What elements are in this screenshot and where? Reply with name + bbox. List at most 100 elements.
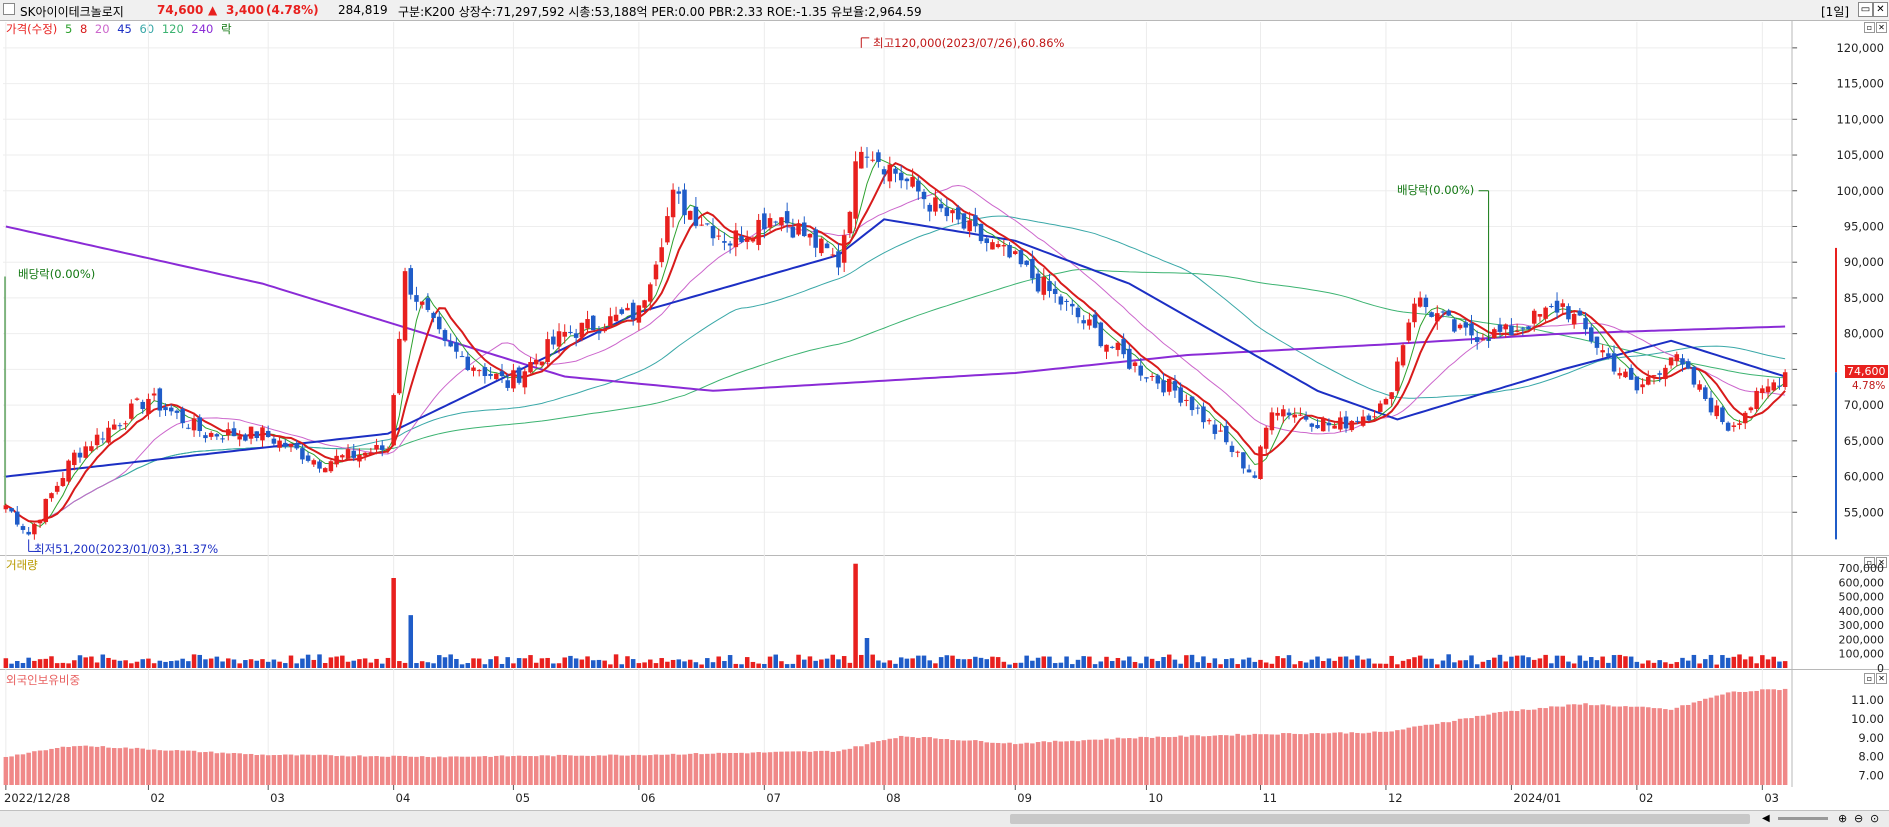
volume-pane-close-icon[interactable]: ✕ [1876,557,1887,568]
candle [990,242,995,250]
foreign-bar [898,735,904,785]
current-price-tag: 74,600 [1845,365,1888,378]
candle [1395,361,1400,391]
foreign-bar [1332,732,1337,785]
volume-pane-restore-icon[interactable]: ▫ [1864,557,1875,568]
candle [1252,475,1258,478]
high-annotation: 최고120,000(2023/07/26),60.86% [873,36,1065,50]
zoom-out-icon[interactable]: ⊖ [1854,812,1864,825]
candle [1058,296,1064,305]
zoom-slider[interactable] [1778,817,1828,820]
volume-bar [1201,656,1206,668]
volume-bar [1617,654,1623,668]
volume-bar [716,656,721,668]
foreign-bar [425,756,431,785]
x-tick-label: 08 [886,791,901,805]
foreign-bar [448,756,453,785]
volume-bar [1486,659,1491,668]
volume-bar [648,659,653,668]
y-tick-label: 105,000 [1836,148,1884,162]
volume-bar [1474,664,1480,668]
foreign-bar [990,742,995,785]
price-pane-restore-icon[interactable]: ▫ [1864,22,1875,33]
close-icon[interactable]: ✕ [1873,2,1888,17]
price-pane [0,20,1889,555]
foreign-pane-close-icon[interactable]: ✕ [1876,673,1887,684]
candle [197,417,203,432]
foreign-bar [237,753,242,785]
volume-bar [414,663,419,668]
foreign-bar [665,754,670,785]
foreign-bar [562,754,567,785]
candle [642,300,647,308]
zoom-in-icon[interactable]: ⊕ [1838,812,1848,825]
volume-bar [568,655,573,668]
price-pane-close-icon[interactable]: ✕ [1876,22,1887,33]
volume-bar [243,660,248,668]
ma8-line [5,162,1786,523]
candle [374,444,379,450]
candle [1383,398,1389,405]
candle [1571,313,1577,325]
x-tick-label: 05 [515,791,530,805]
candle [944,207,950,217]
horizontal-scrollbar[interactable] [1010,814,1750,824]
candle [676,191,682,194]
candle [1218,430,1223,432]
volume-bar [368,662,374,668]
candle [1320,418,1326,432]
volume-bar [1560,655,1565,668]
foreign-bar [37,750,43,785]
volume-bar [328,657,334,668]
foreign-bar [1366,732,1372,785]
candle [488,373,493,376]
candle [938,204,944,209]
foreign-bar [254,755,260,785]
volume-bar [511,663,516,668]
candle [659,247,664,263]
ma20-line [5,184,1786,523]
window-menu-icon[interactable] [3,3,15,15]
volume-bar [1457,660,1463,668]
candle [1503,324,1508,330]
minimize-icon[interactable]: ▭ [1858,2,1873,17]
volume-bar [796,654,801,668]
volume-bar [425,662,431,668]
candle [1446,310,1451,316]
up-arrow-icon: ▲ [208,3,218,17]
foreign-bar [163,750,168,785]
candle [1332,425,1337,429]
candle [100,438,106,440]
candle [739,235,744,243]
foreign-bar [602,755,607,785]
volume-bar [1075,659,1081,668]
volume-bar [448,654,453,668]
candle [807,233,813,238]
foreign-bar [836,751,841,785]
volume-bar [1115,657,1121,668]
foreign-bar [476,756,482,785]
foreign-bar [756,752,761,785]
foreign-bar [568,755,573,785]
volume-bar [1064,656,1069,668]
period-selector[interactable]: [1일] [1821,5,1850,19]
candle [876,152,881,162]
scroll-left-icon[interactable]: ◀ [1762,813,1770,824]
foreign-bar [305,754,311,785]
foreign-bar [1777,690,1782,785]
foreign-bar [1138,736,1143,785]
ma45-line [5,218,1786,478]
foreign-bar [1109,739,1115,785]
candle [1606,353,1611,357]
foreign-bar [1737,691,1742,785]
candle [1286,412,1292,416]
volume-bar [1366,658,1372,668]
foreign-bar [134,747,140,785]
x-tick-label: 06 [641,791,656,805]
volume-bar [1412,657,1417,668]
foreign-pane-restore-icon[interactable]: ▫ [1864,673,1875,684]
foreign-bar [151,749,157,785]
zoom-reset-icon[interactable]: ⊙ [1870,812,1880,825]
foreign-bar [1098,739,1104,785]
foreign-bar [1457,718,1463,785]
